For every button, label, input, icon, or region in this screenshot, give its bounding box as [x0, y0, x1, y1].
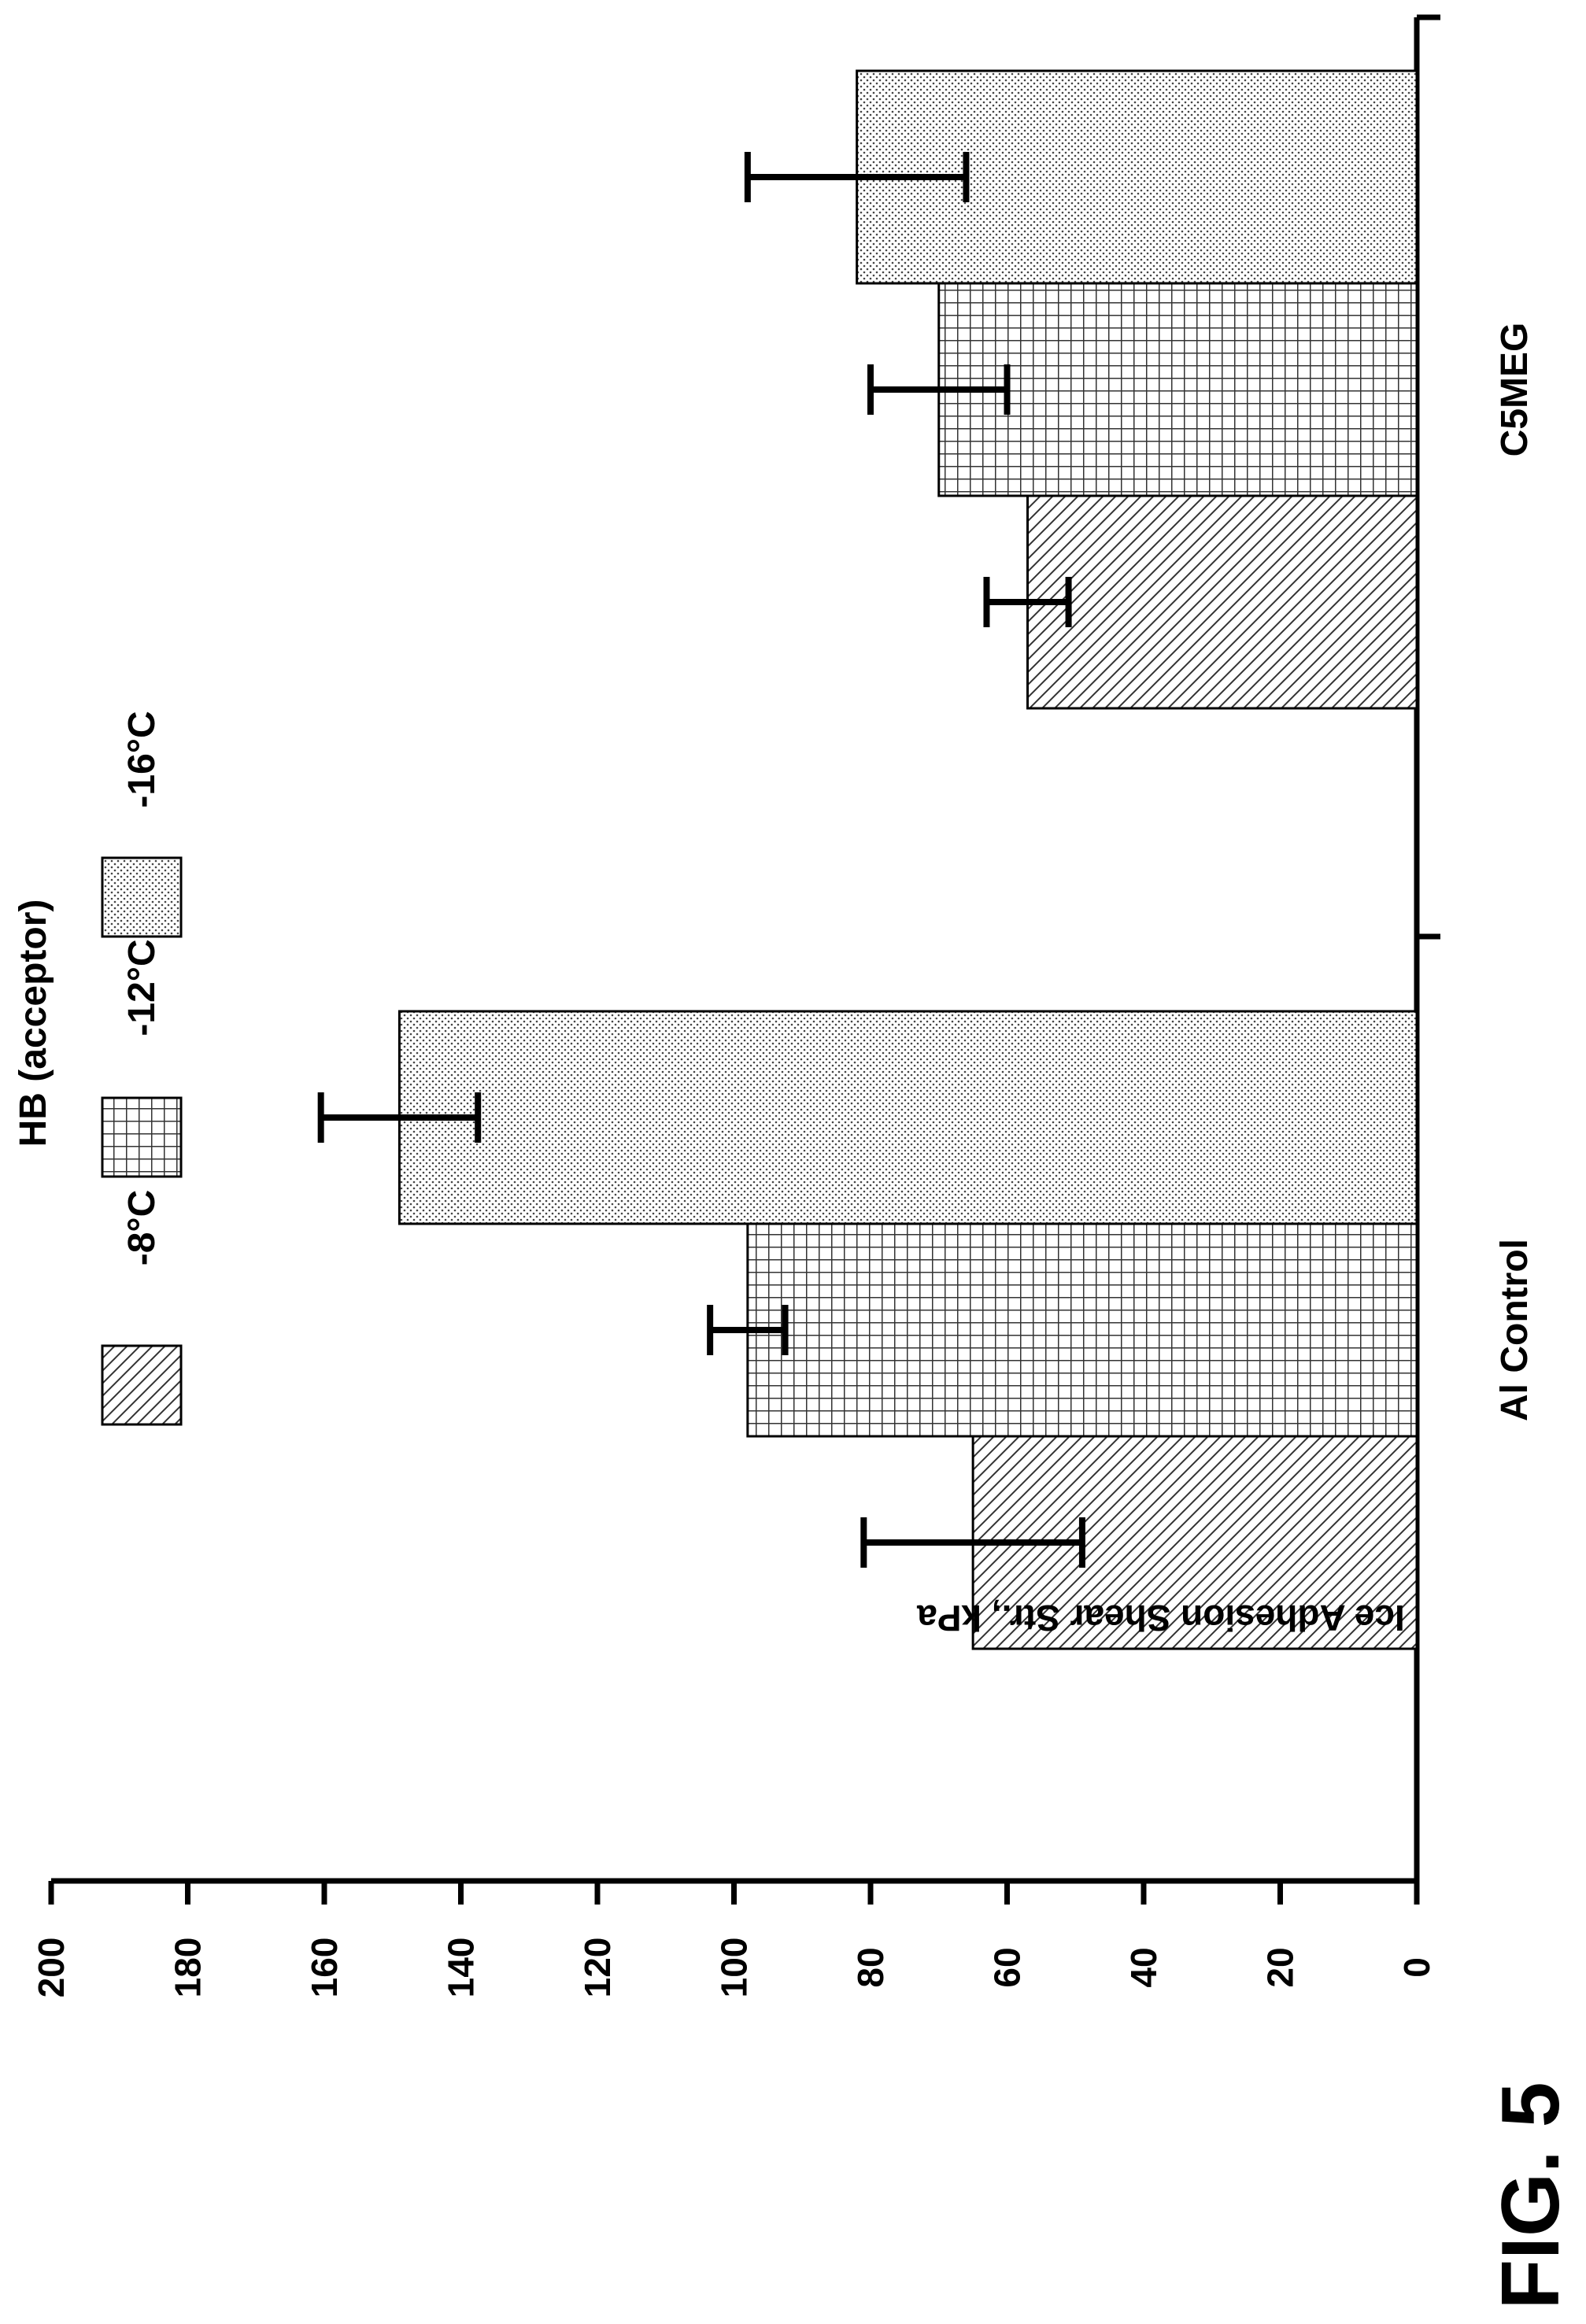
- category-label: Al Control: [1494, 1239, 1536, 1421]
- y-tick-label: 100: [714, 1938, 755, 1998]
- figure-label: FIG. 5: [1485, 2082, 1577, 2310]
- y-tick-label: 200: [31, 1938, 72, 1998]
- legend-label: -12°C: [121, 939, 163, 1036]
- legend: HB (acceptor) -8°C -12°C -16°C: [13, 711, 183, 1426]
- legend-swatch: [101, 856, 183, 938]
- y-tick-label: 20: [1260, 1947, 1301, 1987]
- bar: [746, 1222, 1418, 1438]
- legend-label: -16°C: [121, 711, 163, 807]
- legend-swatch: [101, 1344, 183, 1426]
- y-tick-label: 160: [304, 1938, 345, 1998]
- legend-title: HB (acceptor): [13, 900, 54, 1147]
- y-tick-label: 80: [850, 1947, 891, 1987]
- y-tick-label: 60: [987, 1947, 1028, 1987]
- legend-label: -8°C: [121, 1190, 163, 1266]
- y-axis-title: Ice Adhesion Shear Str., kPa: [917, 1598, 1405, 1639]
- y-tick-label: 180: [168, 1938, 209, 1998]
- plot-area: 0 20 40 60 80 100 120 140 160 180 200 Al Control C5M…: [31, 14, 1536, 1998]
- bar: [1026, 494, 1418, 710]
- y-tick-label: 140: [441, 1938, 482, 1998]
- bar: [397, 1010, 1418, 1225]
- y-tick-label: 40: [1123, 1947, 1164, 1987]
- category-label: C5MEG: [1494, 323, 1536, 457]
- legend-swatch: [101, 1096, 183, 1178]
- bar: [937, 282, 1418, 497]
- y-tick-label: 0: [1396, 1957, 1437, 1978]
- y-tick-label: 120: [577, 1938, 618, 1998]
